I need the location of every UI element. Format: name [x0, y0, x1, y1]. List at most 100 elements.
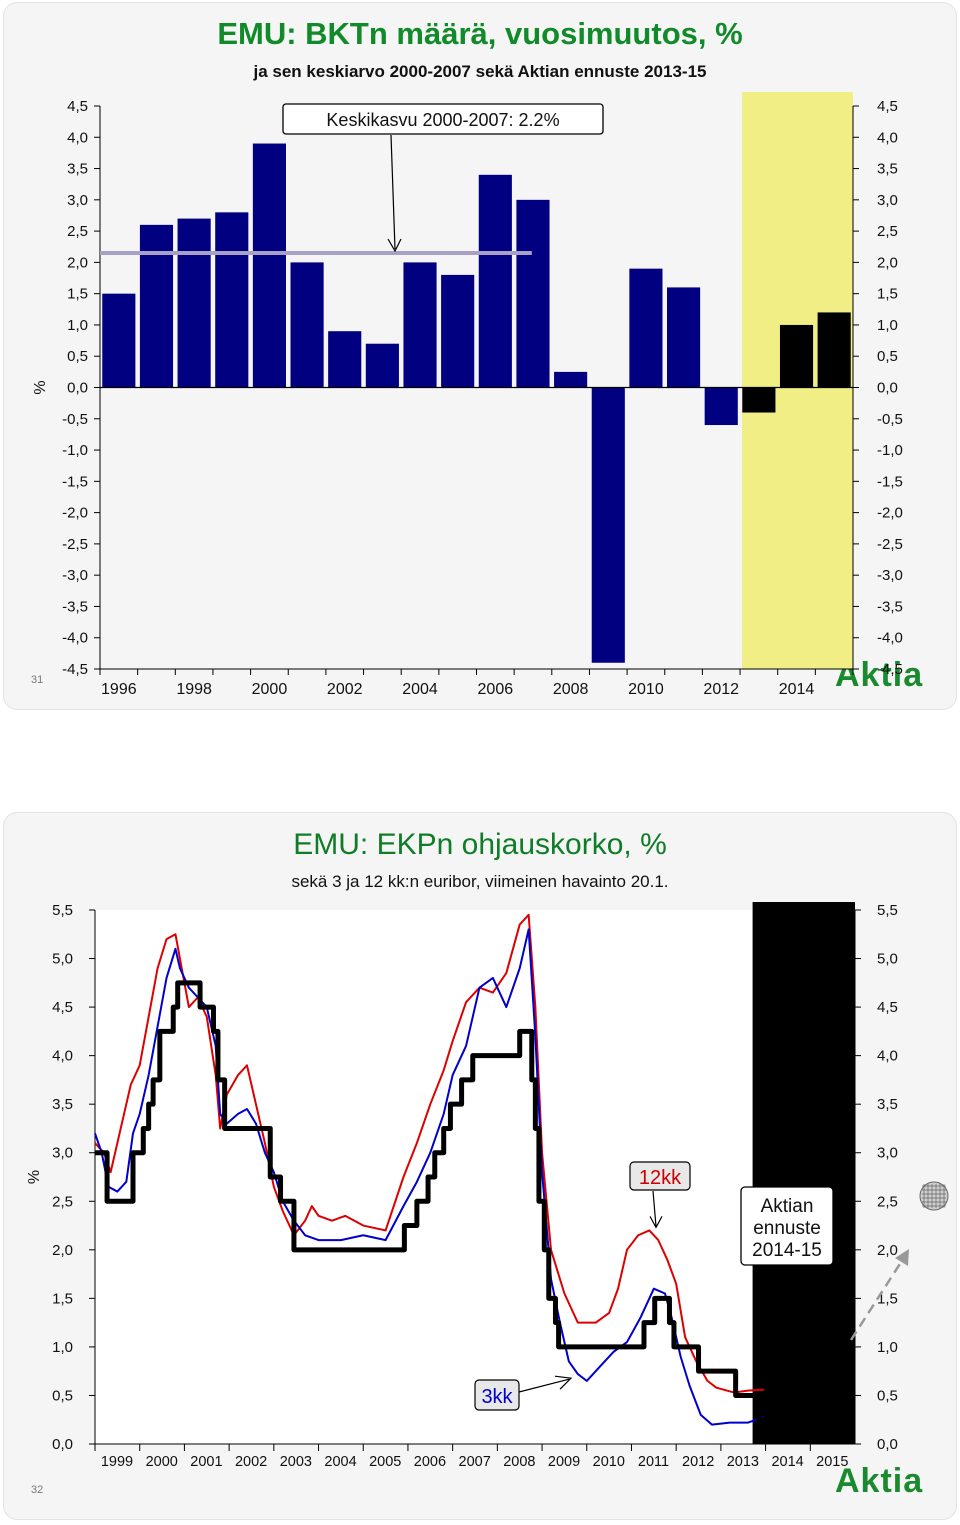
- y-tick-label-left: -2,5: [62, 536, 88, 553]
- y-tick-label-right: -1,5: [877, 473, 903, 490]
- y-tick-label-right: -2,5: [877, 536, 903, 553]
- y-tick-label-right: 2,5: [877, 1193, 898, 1210]
- forecast-bar: [817, 312, 851, 388]
- x-tick-label: 2009: [548, 1454, 580, 1470]
- x-tick-label: 2003: [280, 1454, 312, 1470]
- y-tick-label-right: 4,0: [877, 129, 898, 146]
- x-tick-label: 2015: [816, 1454, 848, 1470]
- y-tick-label-left: 0,5: [67, 348, 88, 365]
- gdp-bar: [102, 293, 136, 388]
- y-tick-label-right: -4,5: [877, 661, 903, 678]
- rates-line-chart: 5,5 5,5 5,0 5,0 4,5 4,5 4,0 4,0 3,5 3,5 3,0 3,0 2,5 2…: [26, 902, 949, 1470]
- gdp-bar: [591, 387, 625, 663]
- y-tick-label-right: 3,5: [877, 1096, 898, 1113]
- gdp-bar: [554, 371, 588, 388]
- y-tick-label-right: 3,0: [877, 192, 898, 209]
- x-tick-label: 2006: [478, 681, 514, 698]
- y-tick-label-right: -3,5: [877, 598, 903, 615]
- y-tick-label-right: 1,5: [877, 1290, 898, 1307]
- gdp-bar: [177, 218, 211, 388]
- y-tick-label-left: 2,5: [67, 223, 88, 240]
- label-12kk-arrow: [652, 1190, 657, 1227]
- forecast-label-line: 2014-15: [752, 1240, 822, 1261]
- y-axis-unit: %: [32, 380, 49, 394]
- x-tick-label: 2010: [628, 681, 664, 698]
- y-tick-label-right: -1,0: [877, 442, 903, 459]
- y-tick-label-left: 5,5: [52, 902, 73, 919]
- dashed-arrow: [849, 1255, 907, 1341]
- y-tick-label-left: 2,0: [52, 1242, 73, 1259]
- gdp-bar: [478, 174, 512, 388]
- label-12kk: 12kk: [639, 1167, 682, 1189]
- gdp-bar: [629, 268, 663, 388]
- annotation-arrow: [390, 134, 396, 250]
- y-tick-label-right: 4,5: [877, 999, 898, 1016]
- y-tick-label-left: -2,0: [62, 505, 88, 522]
- x-tick-label: 2001: [190, 1454, 222, 1470]
- y-tick-label-left: 2,5: [52, 1193, 73, 1210]
- y-tick-label-left: 0,0: [67, 380, 88, 397]
- label-3kk-box: [474, 1379, 520, 1411]
- y-tick-label-left: -1,0: [62, 442, 88, 459]
- euribor-3kk-line: [94, 928, 765, 1426]
- y-tick-label-right: 0,0: [877, 1436, 898, 1453]
- label-3kk: 3kk: [481, 1386, 513, 1408]
- y-tick-label-right: 0,5: [877, 348, 898, 365]
- forecast-bar: [742, 387, 776, 413]
- dashed-arrowhead: [895, 1249, 909, 1266]
- chart2-subtitle: sekä 3 ja 12 kk:n euribor, viimeinen hav…: [291, 872, 669, 891]
- y-tick-label-left: 1,5: [52, 1290, 73, 1307]
- gdp-bar: [215, 212, 249, 388]
- y-tick-label-left: 3,0: [52, 1145, 73, 1162]
- forecast-band: [752, 902, 855, 1444]
- x-tick-label: 2002: [235, 1454, 267, 1470]
- page-number: 31: [31, 674, 44, 686]
- gdp-bar-chart: 4,5 4,5 4,0 4,0 3,5 3,5 3,0 3,0 2,5 2,5 2,0 2,0 1,5 1…: [32, 92, 903, 698]
- y-tick-label-left: -0,5: [62, 411, 88, 428]
- x-tick-label: 2007: [459, 1454, 491, 1470]
- gdp-chart-slide: EMU: BKTn määrä, vuosimuutos, % ja sen k…: [3, 2, 957, 710]
- y-tick-label-left: 1,0: [52, 1339, 73, 1356]
- y-tick-label-right: 4,0: [877, 1048, 898, 1065]
- annotation-arrowhead: [387, 238, 402, 253]
- y-tick-label-left: -4,0: [62, 630, 88, 647]
- label-3kk-arrow: [518, 1378, 570, 1393]
- chart1-title: EMU: BKTn määrä, vuosimuutos, %: [217, 16, 743, 51]
- y-tick-label-left: 4,0: [67, 129, 88, 146]
- label-12kk-box: [629, 1161, 691, 1191]
- x-tick-label: 2004: [402, 681, 438, 698]
- gdp-bar: [290, 262, 324, 388]
- y-tick-label-left: 2,0: [67, 254, 88, 271]
- y-tick-label-left: 4,5: [67, 98, 88, 115]
- y-tick-label-right: 1,0: [877, 317, 898, 334]
- plot-area: [95, 910, 855, 1444]
- gdp-bar: [441, 274, 475, 388]
- y-tick-label-right: 5,0: [877, 951, 898, 968]
- x-tick-label: 2013: [727, 1454, 759, 1470]
- y-tick-label-left: -3,5: [62, 598, 88, 615]
- x-tick-label: 2011: [638, 1454, 669, 1470]
- y-tick-label-right: -0,5: [877, 411, 903, 428]
- gdp-bar: [667, 287, 701, 388]
- y-tick-label-left: 5,0: [52, 951, 73, 968]
- average-annotation-box: [282, 103, 604, 135]
- x-tick-label: 1999: [101, 1454, 133, 1470]
- forecast-label-box: [740, 1186, 834, 1266]
- x-tick-label: 1996: [101, 681, 137, 698]
- chart1-subtitle: ja sen keskiarvo 2000-2007 sekä Aktian e…: [253, 62, 707, 81]
- gdp-bar: [516, 199, 550, 388]
- y-tick-label-right: -3,0: [877, 567, 903, 584]
- x-tick-label: 2008: [553, 681, 589, 698]
- y-tick-label-left: 3,5: [52, 1096, 73, 1113]
- x-tick-label: 2014: [771, 1454, 803, 1470]
- y-tick-label-right: 3,0: [877, 1145, 898, 1162]
- y-axis-unit: %: [26, 1170, 43, 1184]
- gdp-bar: [365, 343, 399, 388]
- label-12kk-arrowhead: [649, 1216, 663, 1229]
- page-number: 32: [31, 1484, 44, 1496]
- x-tick-label: 2004: [324, 1454, 356, 1470]
- y-tick-label-left: 0,5: [52, 1387, 73, 1404]
- x-tick-label: 2000: [146, 1454, 178, 1470]
- y-tick-label-left: -1,5: [62, 473, 88, 490]
- y-tick-label-left: -4,5: [62, 661, 88, 678]
